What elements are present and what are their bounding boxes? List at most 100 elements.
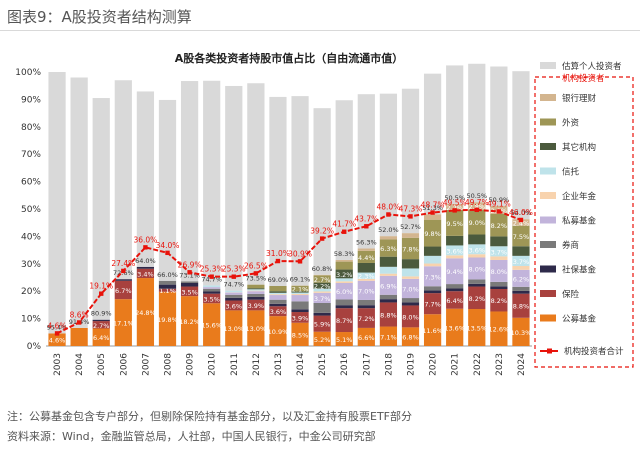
bar-data-label: 9.8% — [424, 230, 441, 238]
bar-data-label: 3.5% — [181, 288, 198, 296]
bar-data-label: 4.4% — [358, 254, 375, 262]
bar-data-label: 3.4% — [137, 270, 154, 278]
bar-data-label: 11.6% — [422, 327, 443, 335]
legend-swatch — [540, 167, 556, 175]
legend-swatch — [540, 94, 556, 101]
bar-segment — [313, 302, 331, 313]
line-point — [253, 271, 259, 276]
legend-label: 私募基金 — [562, 216, 597, 227]
bar-data-label: 2.2% — [446, 204, 463, 212]
bar-segment — [423, 263, 442, 267]
bar-segment — [335, 278, 353, 282]
bar-segment — [225, 294, 243, 298]
line-data-label: 31.0% — [266, 249, 290, 258]
bar-segment — [468, 257, 486, 280]
bar-data-label: 3.9% — [292, 314, 309, 322]
bar-data-label: 8.2% — [469, 295, 486, 303]
bar-segment — [313, 274, 331, 276]
legend-label: 保险 — [562, 289, 580, 300]
bar-data-label: 69.1% — [290, 275, 311, 283]
bar-segment — [180, 281, 199, 283]
line-point — [496, 209, 502, 214]
line-data-label: 8.6% — [70, 310, 89, 319]
bar-segment — [357, 305, 375, 309]
bar-segment — [401, 259, 420, 269]
bar-data-label: 9.4% — [446, 268, 463, 276]
bar-segment — [446, 291, 464, 309]
bar-segment — [490, 311, 508, 346]
line-point — [275, 258, 281, 264]
bar-data-label: 6.9% — [380, 282, 397, 290]
y-tick-label: 90% — [21, 95, 41, 105]
bar-data-label: 13.6% — [444, 324, 465, 332]
y-tick-label: 70% — [21, 150, 41, 160]
bar-segment — [512, 286, 530, 291]
bar-segment — [357, 250, 375, 263]
bar-segment — [423, 293, 442, 315]
bar-data-label: 8.0% — [491, 268, 508, 276]
bar-segment — [357, 248, 375, 251]
bar-data-label: 6.4% — [446, 297, 463, 305]
bar-data-label: 2.2% — [314, 283, 331, 291]
x-tick-label: 2016 — [340, 353, 350, 376]
bar-segment — [48, 333, 66, 346]
bar-segment — [357, 280, 375, 300]
figure-title: 图表9：A股投资者结构测算 — [7, 8, 192, 26]
line-data-label: 46.0% — [509, 208, 533, 217]
bar-segment — [357, 262, 375, 273]
legend-label: 券商 — [562, 240, 579, 251]
bar-segment — [490, 256, 508, 260]
line-data-label: 47.3% — [399, 204, 423, 213]
institution-total-line — [56, 208, 522, 335]
bar-segment — [225, 290, 243, 293]
bar-data-label: 8.2% — [491, 297, 508, 305]
y-tick-label: 40% — [21, 232, 41, 242]
bar-segment — [136, 268, 155, 279]
legend-label: 银行理财 — [562, 93, 597, 104]
bar-data-label: 7.0% — [358, 287, 375, 295]
bar-segment — [512, 269, 530, 287]
bar-segment — [512, 246, 530, 256]
bar-segment — [313, 331, 331, 346]
bar-segment — [357, 278, 375, 281]
bar-segment — [92, 98, 110, 320]
bar-segment — [335, 332, 353, 346]
x-tick-label: 2003 — [53, 353, 63, 376]
bar-segment — [247, 293, 265, 297]
line-data-label: 30.9% — [288, 249, 312, 258]
bar-data-label: 54.0% — [511, 209, 532, 217]
line-point — [319, 236, 325, 241]
bar-segment — [379, 236, 398, 240]
bar-data-label: 1.1% — [159, 287, 176, 295]
bar-segment — [313, 275, 331, 283]
line-point — [430, 210, 435, 215]
bar-data-label: 80.9% — [91, 310, 112, 318]
bar-segment — [313, 292, 331, 303]
bar-data-label: 2.1% — [292, 286, 309, 294]
bar-segment — [379, 266, 398, 274]
bar-segment — [335, 282, 353, 300]
bar-segment — [247, 288, 265, 290]
bar-data-label: 60.8% — [312, 265, 333, 273]
bar-segment — [158, 288, 177, 292]
bar-data-label: 95.4% — [47, 323, 68, 331]
line-point — [474, 207, 479, 213]
bar-segment — [225, 292, 243, 295]
bar-segment — [468, 309, 486, 346]
bar-data-label: 13.0% — [246, 325, 267, 333]
bar-segment — [313, 282, 331, 289]
bar-data-label: 8.0% — [402, 313, 419, 321]
legend-label: 信托 — [562, 167, 580, 178]
bar-segment — [247, 299, 265, 311]
bar-segment — [114, 299, 132, 346]
legend-swatch — [540, 143, 556, 150]
bar-data-label: 3.9% — [248, 302, 265, 310]
bar-data-label: 64.0% — [135, 257, 156, 265]
bar-segment — [379, 273, 398, 276]
y-tick-label: 60% — [21, 178, 41, 188]
line-point — [364, 224, 369, 229]
bar-data-label: 6.3% — [380, 245, 397, 253]
legend-swatch — [540, 241, 556, 248]
bar-segment — [203, 80, 221, 286]
bar-segment — [114, 280, 132, 300]
